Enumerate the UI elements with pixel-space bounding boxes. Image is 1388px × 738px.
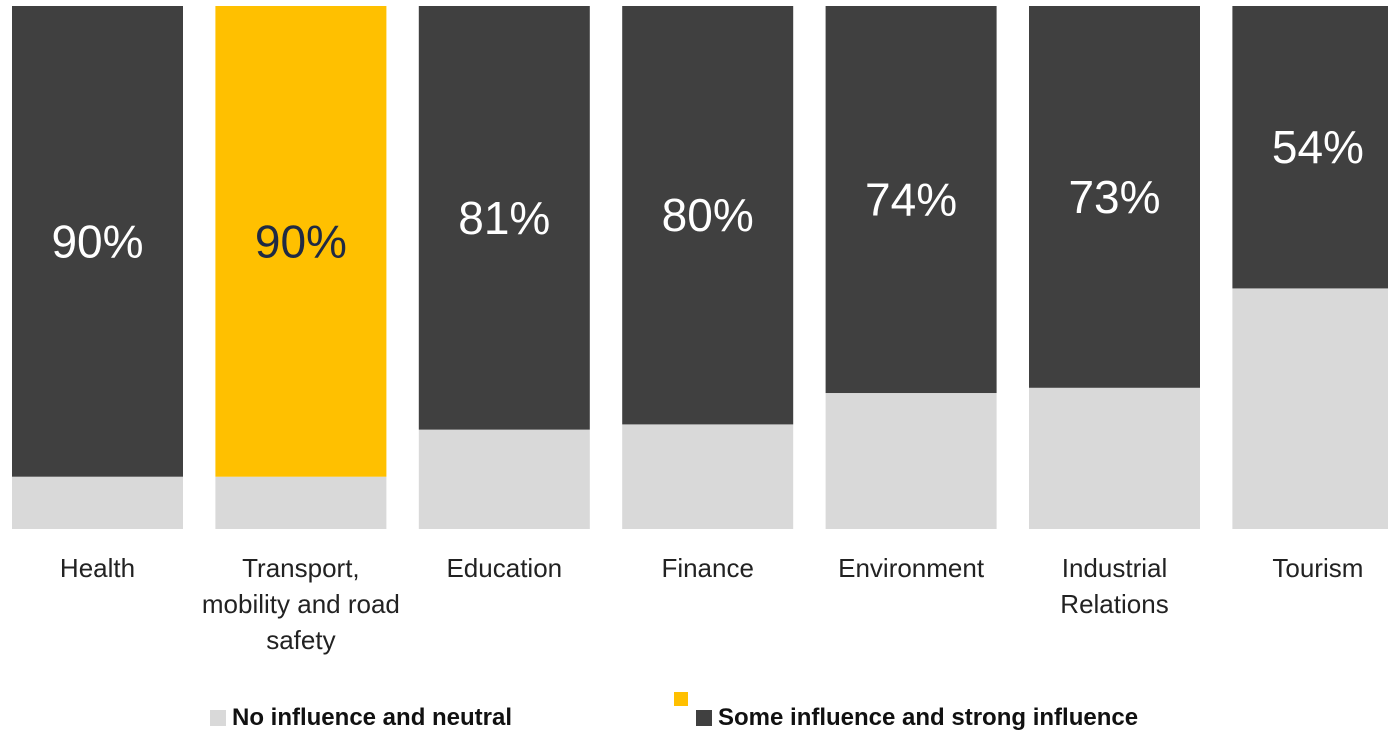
bar-segment xyxy=(622,6,794,425)
x-tick-label: Finance xyxy=(661,553,754,583)
bar-segment xyxy=(215,476,387,529)
x-tick-label: Industrial Relations xyxy=(1060,553,1169,619)
legend-item: No influence and neutral xyxy=(210,704,512,732)
legend-swatch xyxy=(696,710,712,726)
bar-segment xyxy=(825,393,997,529)
bar-segment xyxy=(418,429,590,529)
value-label: 81% xyxy=(458,192,550,244)
value-label: 90% xyxy=(51,215,143,267)
x-tick-label: Transport, mobility and road safety xyxy=(201,553,400,655)
legend-swatch xyxy=(210,710,226,726)
value-label: 54% xyxy=(1272,121,1364,173)
bar-segment xyxy=(215,6,387,477)
bar-segment xyxy=(12,476,183,529)
bar-segment xyxy=(825,6,997,394)
x-tick-label: Tourism xyxy=(1272,553,1364,583)
value-label: 90% xyxy=(255,215,347,267)
bar-segment xyxy=(622,424,794,529)
value-label: 73% xyxy=(1068,171,1160,223)
legend-item: Some influence and strong influence xyxy=(674,692,1139,732)
legend-label: Some influence and strong influence xyxy=(718,704,1139,731)
bar-segment xyxy=(1232,288,1388,529)
bar-segment xyxy=(12,6,183,477)
bar-segment xyxy=(1232,6,1388,289)
x-tick-label: Environment xyxy=(838,553,985,583)
value-label: 80% xyxy=(662,189,754,241)
bar-segment xyxy=(418,6,590,430)
x-tick-label: Education xyxy=(446,553,563,583)
bar-segment xyxy=(1029,6,1200,388)
bar-segment xyxy=(1029,387,1200,529)
legend-label: No influence and neutral xyxy=(232,704,513,731)
value-label: 74% xyxy=(865,174,957,226)
legend-highlight-swatch xyxy=(674,692,688,706)
x-tick-label: Health xyxy=(59,553,136,583)
